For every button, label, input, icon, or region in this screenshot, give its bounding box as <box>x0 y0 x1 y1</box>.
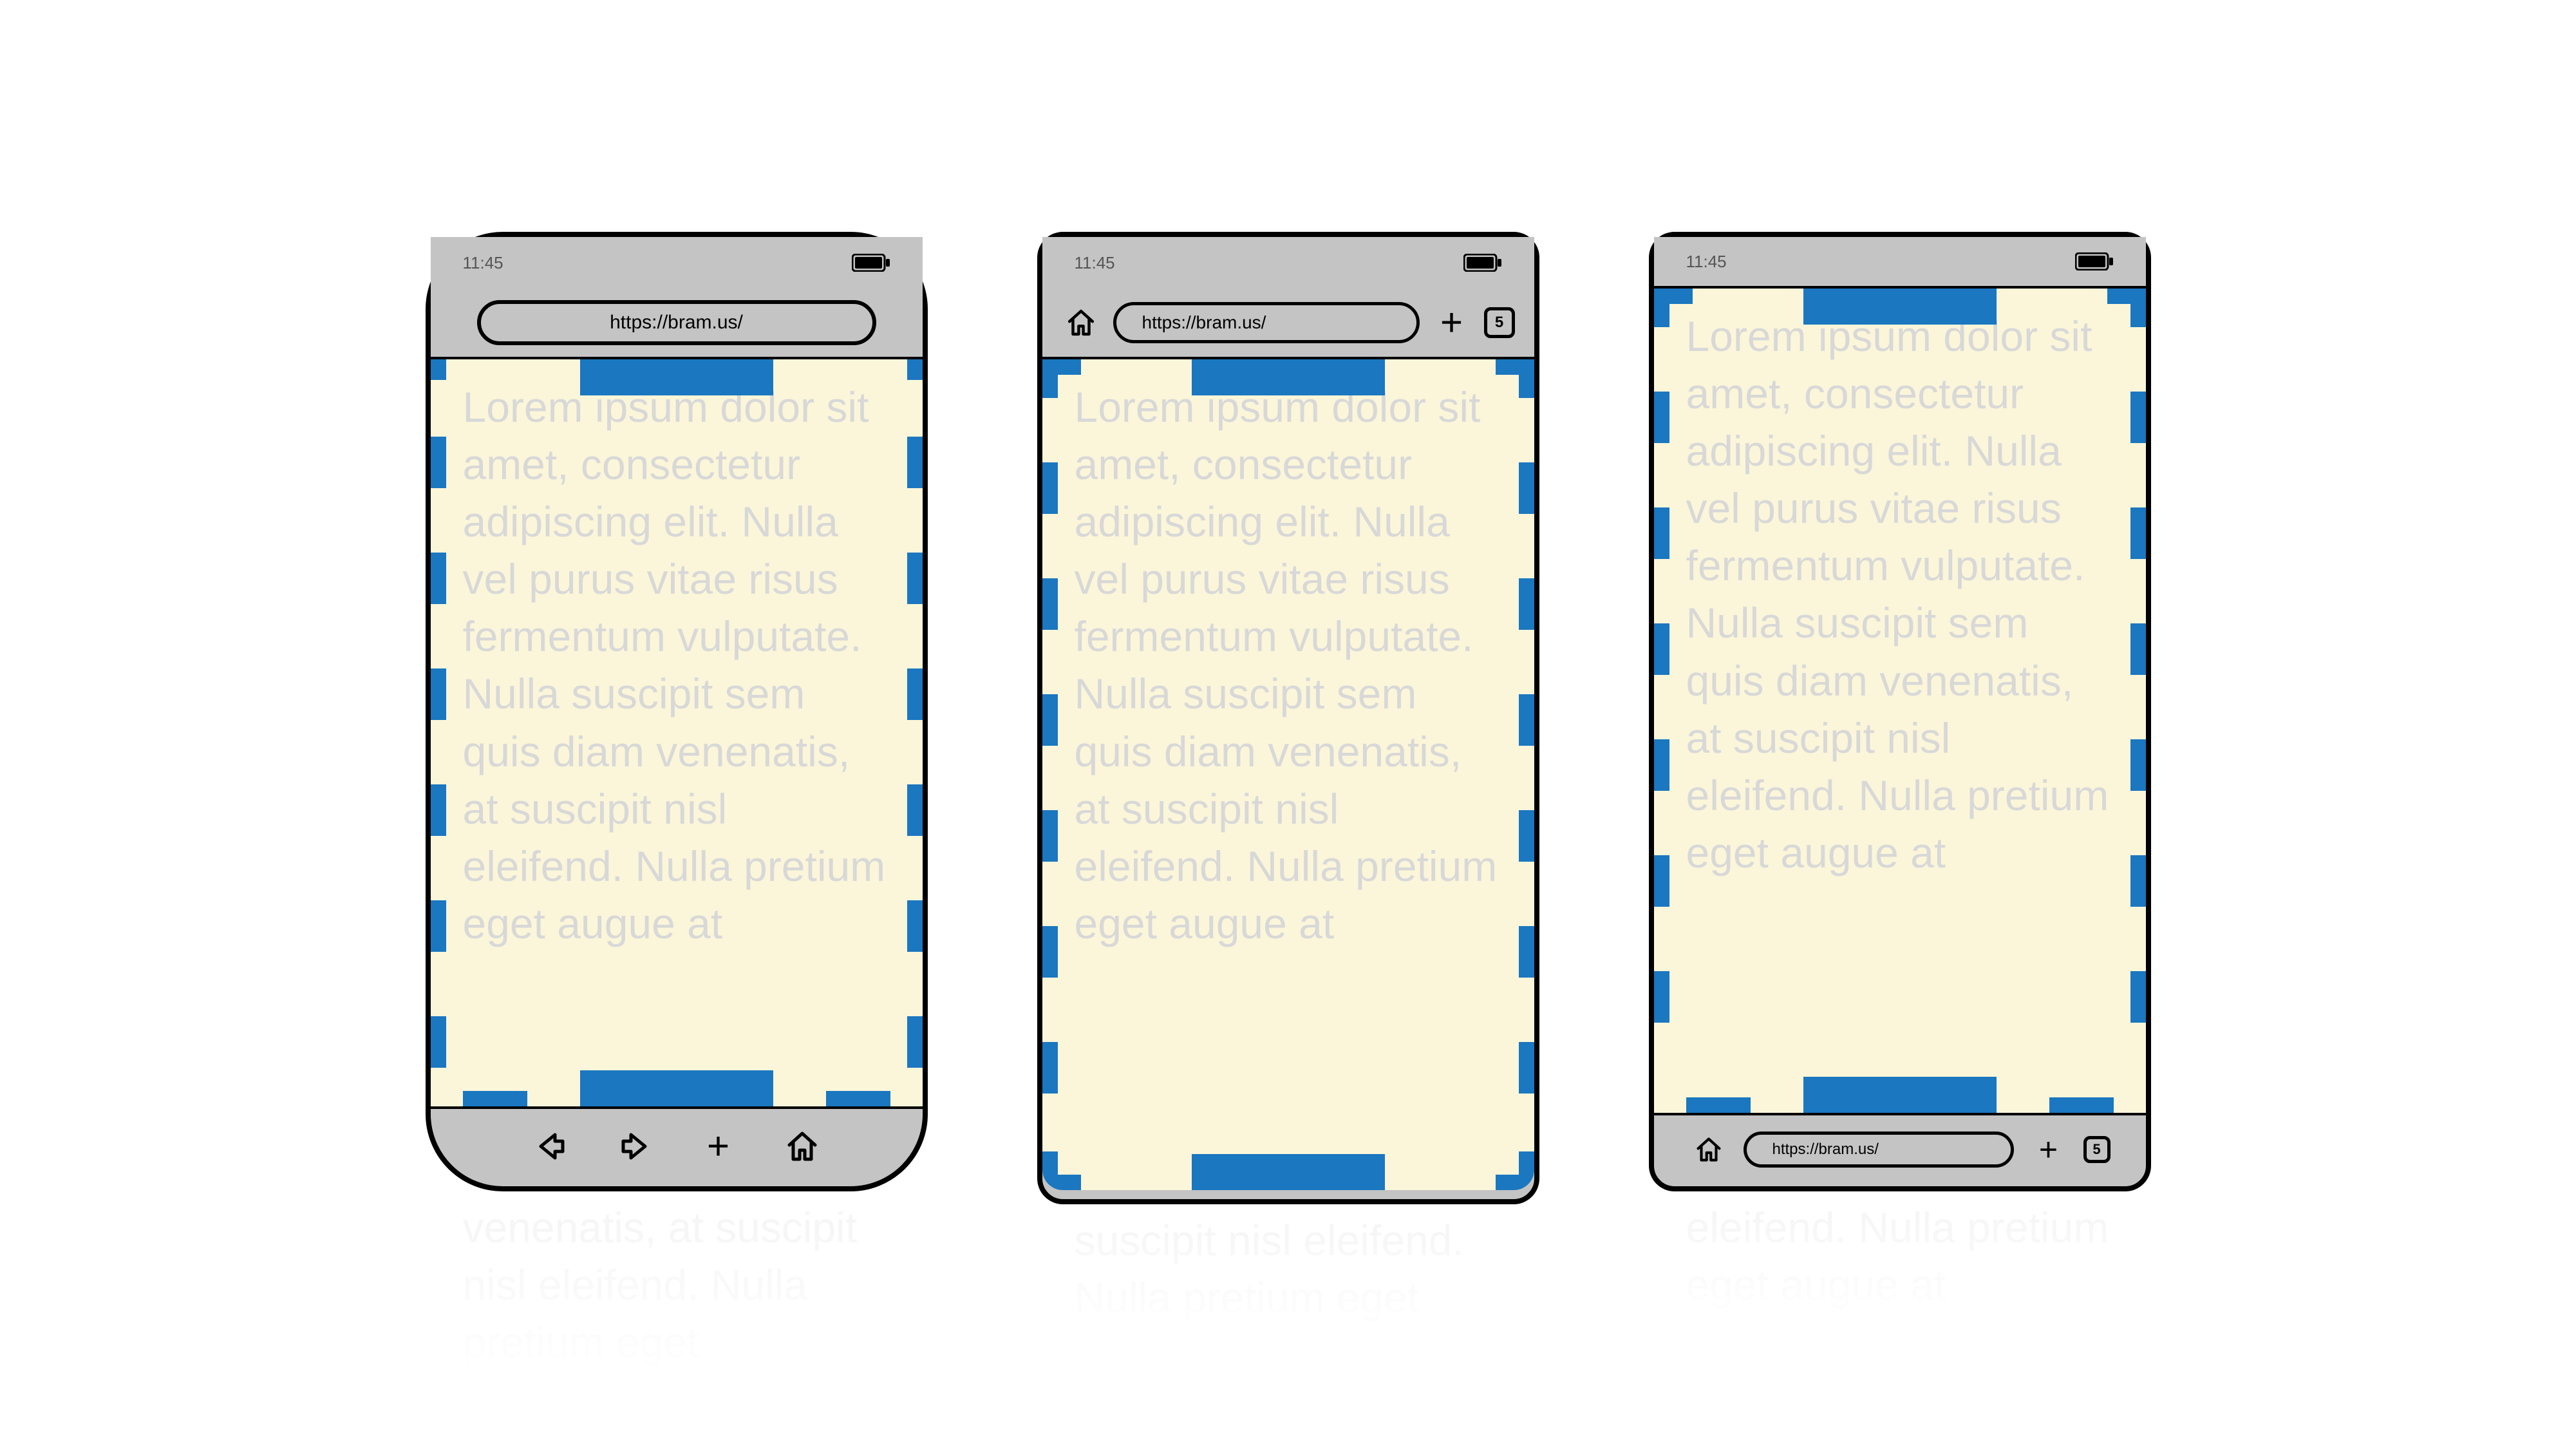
back-icon[interactable] <box>532 1127 570 1166</box>
safe-area-dash <box>580 359 773 395</box>
url-field[interactable]: https://bram.us/ <box>1113 302 1420 343</box>
new-tab-icon[interactable]: + <box>699 1127 738 1166</box>
page-content: Lorem ipsum dolor sit amet, consectetur … <box>463 379 890 952</box>
url-bar: https://bram.us/ <box>431 289 923 359</box>
tab-count-badge[interactable]: 5 <box>2083 1136 2111 1163</box>
status-time: 11:45 <box>463 253 503 273</box>
battery-icon <box>2075 252 2114 270</box>
status-bar: 11:45 <box>431 237 923 289</box>
phone-mockup-square-bottom-url: 11:45 Lorem ipsum dolor sit amet, consec… <box>1649 232 2151 1191</box>
status-bar: 11:45 <box>1042 237 1534 289</box>
status-bar: 11:45 <box>1654 237 2146 289</box>
battery-icon <box>1463 254 1502 272</box>
new-tab-icon[interactable]: + <box>1433 303 1471 342</box>
page-viewport: Lorem ipsum dolor sit amet, consectetur … <box>431 359 923 1106</box>
status-time: 11:45 <box>1075 253 1115 273</box>
page-viewport: Lorem ipsum dolor sit amet, consectetur … <box>1042 359 1534 1190</box>
bottom-nav: + <box>431 1106 923 1184</box>
tab-count-badge[interactable]: 5 <box>1484 307 1515 338</box>
overflow-reflection: eleifend. Nulla pretium eget augue at <box>1654 1186 2146 1327</box>
url-bar: https://bram.us/ + 5 <box>1654 1113 2146 1184</box>
forward-icon[interactable] <box>616 1127 654 1166</box>
overflow-reflection: suscipit nisl eleifend. Nulla pretium eg… <box>1042 1199 1534 1340</box>
overflow-reflection: venenatis, at suscipit nisl eleifend. Nu… <box>431 1186 923 1384</box>
url-bar: https://bram.us/ + 5 <box>1042 289 1534 359</box>
home-icon[interactable] <box>783 1127 822 1166</box>
new-tab-icon[interactable]: + <box>2029 1130 2068 1169</box>
battery-icon <box>852 254 890 272</box>
page-viewport: Lorem ipsum dolor sit amet, consectetur … <box>1654 289 2146 1113</box>
home-icon[interactable] <box>1062 303 1100 342</box>
phone-mockup-rounded-notch: 11:45 https://bram.us/ Lorem ipsum dolor… <box>426 232 928 1191</box>
home-icon[interactable] <box>1689 1130 1728 1169</box>
page-content: Lorem ipsum dolor sit amet, consectetur … <box>1075 379 1502 952</box>
page-content: Lorem ipsum dolor sit amet, consectetur … <box>1686 308 2114 882</box>
url-field[interactable]: https://bram.us/ <box>477 300 876 345</box>
status-time: 11:45 <box>1686 252 1727 272</box>
phone-mockup-square-top-url: 11:45 https://bram.us/ + 5 Lorem ipsum d… <box>1037 232 1539 1204</box>
url-field[interactable]: https://bram.us/ <box>1744 1132 2014 1168</box>
